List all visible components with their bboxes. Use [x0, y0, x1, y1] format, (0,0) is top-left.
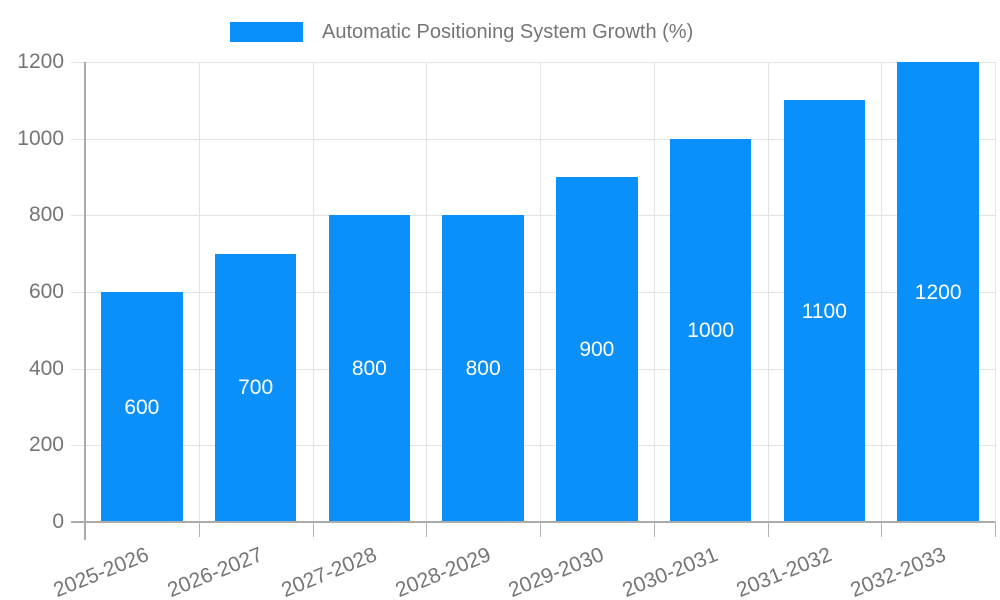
gridline-horizontal [71, 62, 995, 63]
x-axis-tick-label: 2031-2032 [733, 543, 836, 600]
bar-value-label: 800 [465, 357, 501, 381]
gridline-horizontal [71, 445, 995, 446]
y-axis-tick-label: 200 [28, 433, 64, 456]
legend-swatch-icon [230, 22, 303, 42]
x-axis-tick [654, 522, 655, 537]
x-axis-tick-label: 2028-2029 [391, 543, 494, 600]
x-axis-tick-label: 2032-2033 [846, 543, 949, 600]
gridline-horizontal [71, 139, 995, 140]
legend[interactable]: Automatic Positioning System Growth (%) [230, 20, 693, 44]
y-axis-line [84, 62, 86, 540]
bar[interactable]: 1100 [783, 100, 866, 522]
bar-value-label: 700 [238, 376, 274, 400]
x-axis-tick [199, 522, 200, 537]
y-axis-tick-label: 400 [28, 357, 64, 380]
x-axis-tick-label: 2027-2028 [278, 543, 381, 600]
bar-value-label: 800 [351, 357, 387, 381]
bar[interactable]: 1000 [669, 138, 752, 522]
x-axis-tick [426, 522, 427, 537]
x-axis-line [71, 521, 995, 523]
bar-value-label: 600 [124, 395, 160, 419]
gridline-vertical [654, 62, 655, 522]
bar[interactable]: 900 [556, 177, 638, 522]
bar[interactable]: 800 [442, 215, 524, 522]
x-axis-tick-label: 2025-2026 [50, 543, 153, 600]
gridline-horizontal [71, 215, 995, 216]
x-axis-tick-label: 2029-2030 [505, 543, 608, 600]
bar-value-label: 900 [579, 338, 615, 361]
legend-label: Automatic Positioning System Growth (%) [322, 20, 694, 43]
bar[interactable]: 600 [101, 292, 183, 522]
x-axis-tick [881, 522, 882, 537]
gridline-horizontal [71, 369, 995, 370]
gridline-vertical [540, 62, 541, 522]
gridline-vertical [426, 62, 427, 522]
y-axis-tick-label: 0 [52, 510, 64, 533]
x-axis-tick [995, 522, 996, 537]
y-axis-tick-label: 600 [28, 280, 64, 303]
y-axis-tick-label: 800 [28, 203, 64, 226]
bar[interactable]: 800 [328, 215, 411, 522]
bar-value-label: 1000 [687, 318, 734, 342]
x-axis-tick-label: 2030-2031 [619, 543, 722, 600]
gridline-vertical [995, 62, 996, 522]
x-axis-tick [768, 522, 769, 537]
x-axis-tick-label: 2026-2027 [164, 543, 267, 600]
gridline-vertical [313, 62, 314, 522]
gridline-vertical [199, 62, 200, 522]
y-axis-tick-label: 1200 [17, 50, 64, 73]
gridline-vertical [881, 62, 882, 522]
gridline-vertical [768, 62, 769, 522]
bar-value-label: 1200 [914, 280, 962, 304]
x-axis-tick [313, 522, 314, 537]
x-axis-tick [540, 522, 541, 537]
bar-value-label: 1100 [801, 299, 847, 323]
gridline-horizontal [71, 292, 995, 293]
y-axis-tick-label: 1000 [17, 127, 64, 150]
bar[interactable]: 1200 [897, 62, 979, 522]
bar[interactable]: 700 [214, 253, 297, 522]
